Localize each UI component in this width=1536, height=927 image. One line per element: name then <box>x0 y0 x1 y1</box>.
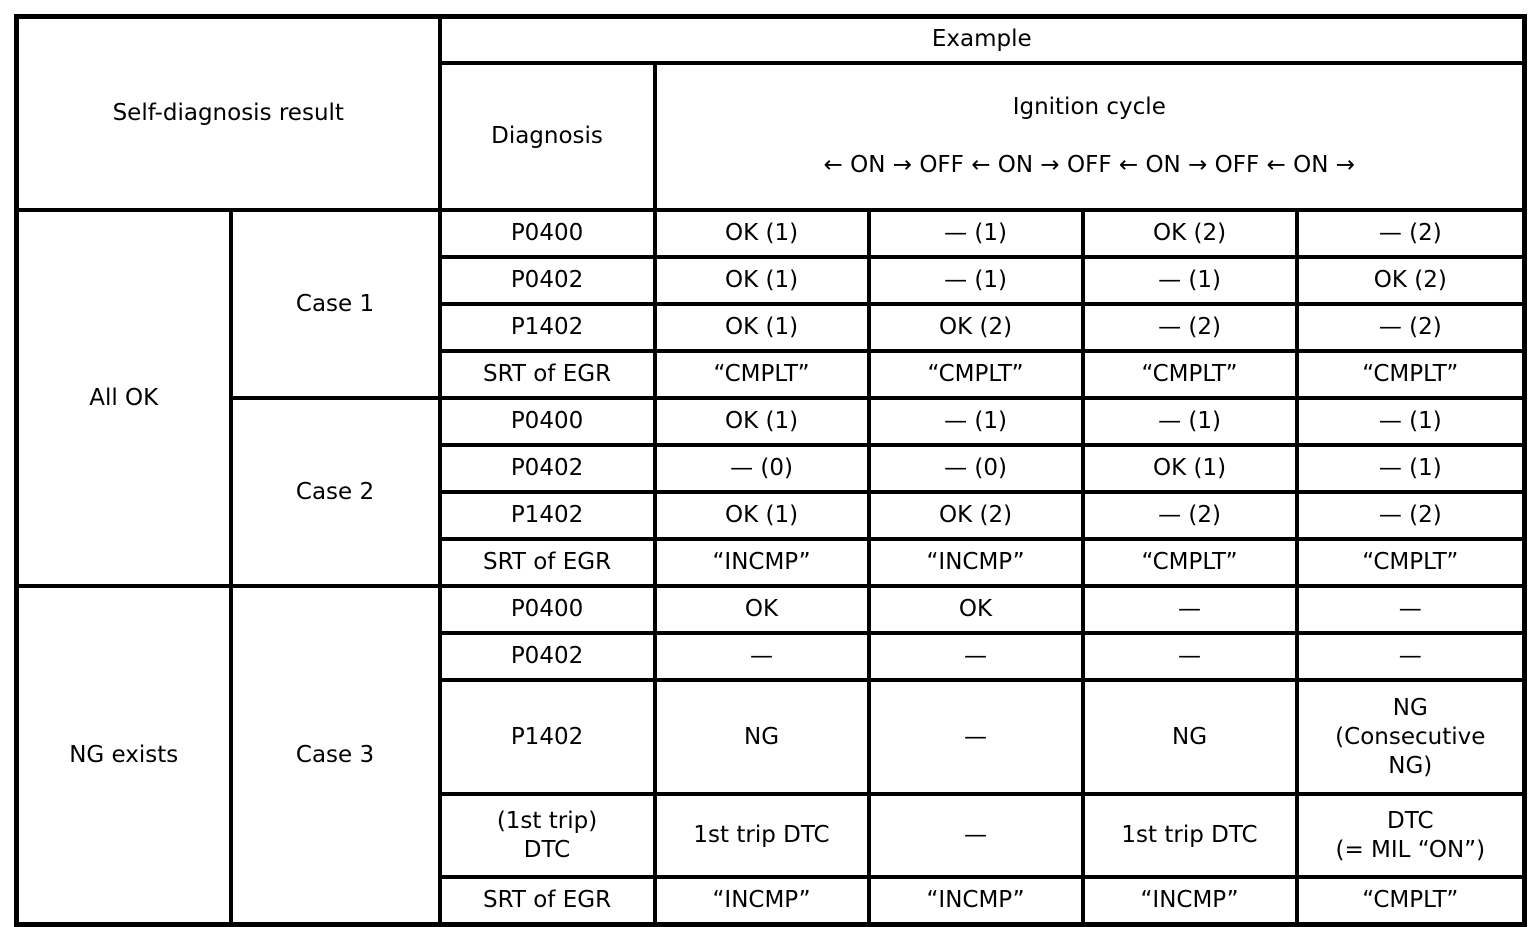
table-row: P1402 OK (1) OK (2) — (2) — (2) <box>17 490 1527 542</box>
case-cell-case3: Case 3 <box>228 584 442 927</box>
table-row: Case 2 P0400 OK (1) — (1) — (1) — (1) <box>17 396 1527 589</box>
cycle-cell: OK (1) <box>652 302 871 354</box>
cycle-cell: “CMPLT” <box>1080 349 1299 401</box>
diagnosis-column-header: Diagnosis <box>437 60 657 213</box>
cycle-cell: NG <box>1080 678 1299 797</box>
self-diagnosis-result-header: Self-diagnosis result <box>14 14 442 213</box>
table-row: P1402 OK (1) OK (2) — (2) — (2) <box>17 302 1527 354</box>
cycle-cell: — <box>1080 584 1299 636</box>
cycle-cell: — (1) <box>866 396 1085 448</box>
cycle-cell: OK (2) <box>866 302 1085 354</box>
cycle-cell: “INCMP” <box>1080 875 1299 927</box>
diagnosis-cell: P1402 <box>437 490 657 542</box>
cycle-cell: “CMPLT” <box>652 349 871 401</box>
diagnosis-cell: P1402 <box>437 302 657 354</box>
cycle-cell: — (1) <box>1294 443 1527 495</box>
cycle-cell: “INCMP” <box>652 537 871 589</box>
cycle-cell: — (2) <box>1294 302 1527 354</box>
self-diagnosis-table: Self-diagnosis result Example Diagnosis … <box>14 14 1528 927</box>
cycle-cell: OK (2) <box>1080 208 1299 260</box>
cycle-cell: OK (2) <box>866 490 1085 542</box>
cycle-cell: — (0) <box>652 443 871 495</box>
diagnosis-cell: SRT of EGR <box>437 875 657 927</box>
cycle-cell: — (2) <box>1294 208 1527 260</box>
cycle-cell: 1st trip DTC <box>1080 792 1299 880</box>
cycle-cell: OK (2) <box>1294 255 1527 307</box>
cycle-cell: 1st trip DTC <box>652 792 871 880</box>
case-cell-case2: Case 2 <box>228 396 442 589</box>
cycle-cell: — (0) <box>866 443 1085 495</box>
cycle-cell: — (2) <box>1294 490 1527 542</box>
cycle-cell: OK <box>652 584 871 636</box>
ignition-cycle-sequence: ← ON → OFF ← ON → OFF ← ON → OFF ← ON → <box>823 151 1355 178</box>
cycle-cell: — (1) <box>866 255 1085 307</box>
cycle-cell: — (2) <box>1080 302 1299 354</box>
table-row: SRT of EGR “CMPLT” “CMPLT” “CMPLT” “CMPL… <box>17 349 1527 401</box>
diagnosis-cell: P0402 <box>437 443 657 495</box>
cycle-cell: OK (1) <box>1080 443 1299 495</box>
cycle-cell: — <box>866 792 1085 880</box>
ignition-cycle-header: Ignition cycle ← ON → OFF ← ON → OFF ← O… <box>652 60 1527 213</box>
example-header: Example <box>437 14 1527 65</box>
cycle-cell: NG <box>652 678 871 797</box>
diagnosis-cell: P0400 <box>437 396 657 448</box>
table-row: P0402 — — — — <box>17 631 1527 683</box>
table-row: P0402 OK (1) — (1) — (1) OK (2) <box>17 255 1527 307</box>
cycle-cell: — <box>1294 584 1527 636</box>
cycle-cell: — <box>1080 631 1299 683</box>
diagnosis-cell: P1402 <box>437 678 657 797</box>
cycle-cell: — <box>1294 631 1527 683</box>
diagnosis-cell: P0402 <box>437 255 657 307</box>
cycle-cell: — (1) <box>1080 255 1299 307</box>
diagnosis-cell: P0402 <box>437 631 657 683</box>
ignition-cycle-title: Ignition cycle <box>1012 94 1166 121</box>
table-row: SRT of EGR “INCMP” “INCMP” “CMPLT” “CMPL… <box>17 537 1527 589</box>
cycle-cell: OK (1) <box>652 396 871 448</box>
table-row: All OK Case 1 P0400 OK (1) — (1) OK (2) … <box>14 208 1527 589</box>
cycle-cell: “INCMP” <box>866 875 1085 927</box>
cycle-cell: OK (1) <box>652 490 871 542</box>
cycle-cell: “INCMP” <box>652 875 871 927</box>
result-cell-all-ok: All OK <box>14 208 233 589</box>
cycle-cell: “CMPLT” <box>1294 349 1527 401</box>
cycle-cell: OK <box>866 584 1085 636</box>
cycle-cell: — (1) <box>1294 396 1527 448</box>
table-row: P1402 NG — NG NG (Consecutive NG) <box>17 678 1527 797</box>
table-row: P0402 — (0) — (0) OK (1) — (1) <box>17 443 1527 495</box>
case-cell-case1: Case 1 <box>228 208 442 401</box>
diagnosis-cell: (1st trip) DTC <box>437 792 657 880</box>
cycle-cell: — (2) <box>1080 490 1299 542</box>
diagnosis-cell: P0400 <box>437 208 657 260</box>
cycle-cell: OK (1) <box>652 255 871 307</box>
diagnosis-cell: SRT of EGR <box>437 349 657 401</box>
cycle-cell: “CMPLT” <box>866 349 1085 401</box>
cycle-cell: DTC (= MIL “ON”) <box>1294 792 1527 880</box>
cycle-cell: — <box>652 631 871 683</box>
table-row: NG exists Case 3 P0400 OK OK — — <box>14 584 1527 927</box>
cycle-cell: — (1) <box>1080 396 1299 448</box>
cycle-cell: NG (Consecutive NG) <box>1294 678 1527 797</box>
cycle-cell: “CMPLT” <box>1294 537 1527 589</box>
cycle-cell: OK (1) <box>652 208 871 260</box>
cycle-cell: “CMPLT” <box>1080 537 1299 589</box>
cycle-cell: — (1) <box>866 208 1085 260</box>
cycle-cell: — <box>866 678 1085 797</box>
diagnosis-cell: SRT of EGR <box>437 537 657 589</box>
cycle-cell: “CMPLT” <box>1294 875 1527 927</box>
cycle-cell: — <box>866 631 1085 683</box>
cycle-cell: “INCMP” <box>866 537 1085 589</box>
diagnosis-cell: P0400 <box>437 584 657 636</box>
result-cell-ng-exists: NG exists <box>14 584 233 927</box>
